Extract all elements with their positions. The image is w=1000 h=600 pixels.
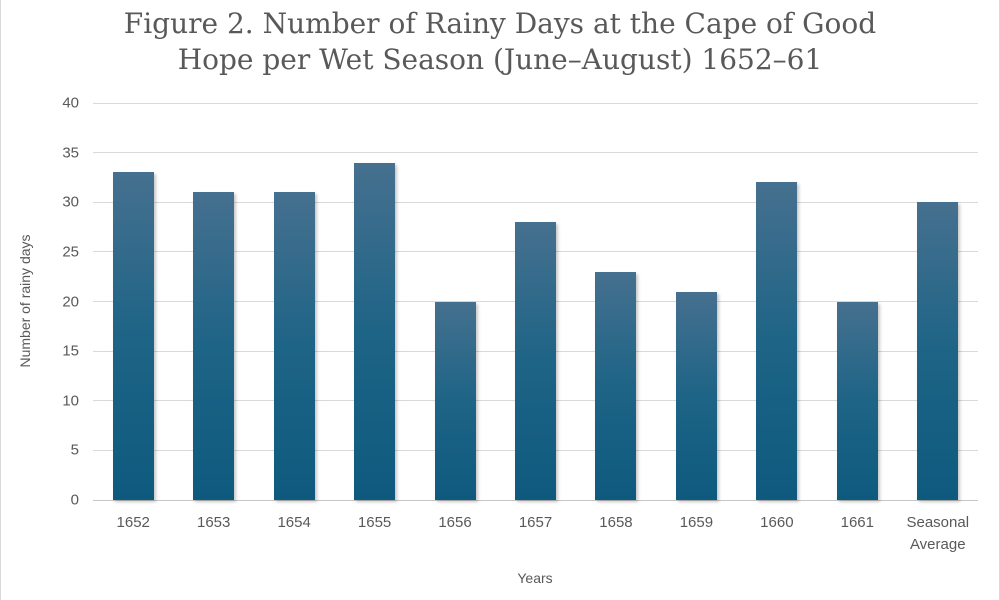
x-tick-label-seasonal-average: Seasonal Average — [906, 514, 970, 553]
y-tick-label-10: 10 — [62, 392, 79, 410]
y-tick-label-15: 15 — [62, 342, 79, 360]
x-tick-label-1657: 1657 — [518, 514, 553, 531]
y-tick-label-5: 5 — [70, 441, 79, 459]
x-tick-label-1660: 1660 — [760, 514, 794, 531]
bar-seasonal-average — [917, 202, 959, 500]
x-tick-label-1659: 1659 — [679, 514, 714, 531]
bar-1660 — [756, 182, 798, 500]
plot-area: 0 5 10 15 20 25 30 35 40 1652 1653 1654 1655 1656 1657… — [62, 95, 978, 553]
bar-1656 — [434, 301, 476, 500]
x-tick-label-1656: 1656 — [438, 514, 472, 531]
gridline-30 — [93, 201, 978, 203]
y-tick-label-0: 0 — [70, 491, 79, 509]
x-tick-label-1658: 1658 — [599, 514, 633, 531]
x-axis-title: Years — [517, 570, 553, 586]
gridline-35 — [93, 152, 978, 154]
x-tick-label-1652: 1652 — [116, 514, 150, 531]
chart-title-line-2: Hope per Wet Season (June–August) 1652–6… — [177, 43, 823, 76]
y-tick-label-30: 30 — [62, 193, 79, 211]
x-axis-line — [93, 499, 978, 501]
y-tick-label-20: 20 — [62, 293, 79, 310]
chart-title: Figure 2. Number of Rainy Days at the Ca… — [1, 6, 999, 78]
bar-1658 — [595, 271, 637, 500]
bar-1653 — [193, 192, 235, 500]
y-tick-label-35: 35 — [62, 144, 79, 162]
chart-title-line-1: Figure 2. Number of Rainy Days at the Ca… — [123, 7, 877, 40]
x-tick-label-1653: 1653 — [196, 514, 231, 531]
bar-1652 — [112, 172, 154, 500]
x-tick-label-1654: 1654 — [277, 514, 311, 531]
bar-1657 — [515, 222, 556, 500]
gridline-40 — [93, 102, 978, 104]
bar-1661 — [836, 301, 878, 500]
bar-1655 — [354, 162, 396, 500]
y-tick-label-40: 40 — [62, 94, 79, 112]
x-tick-label-1655: 1655 — [357, 514, 392, 531]
y-tick-label-25: 25 — [62, 243, 79, 261]
x-tick-label-1661: 1661 — [840, 514, 874, 531]
bar-1654 — [273, 192, 315, 500]
bar-1659 — [675, 291, 717, 500]
